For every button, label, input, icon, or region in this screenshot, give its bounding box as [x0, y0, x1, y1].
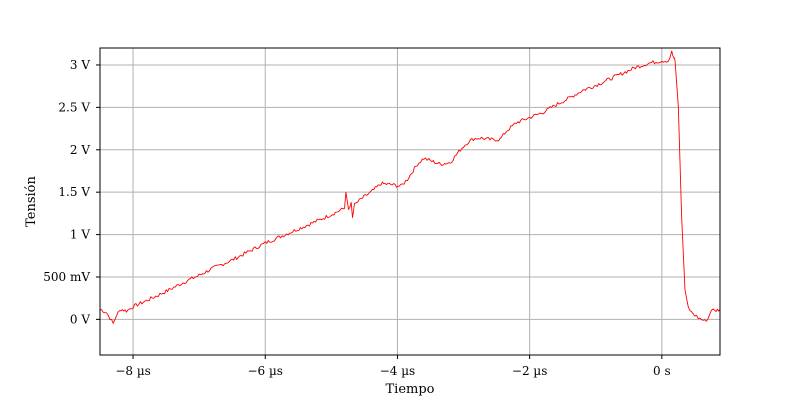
axis-ticks: −8 µs −6 µs −4 µs −2 µs 0 s 0 V 500 mV 1 V 1.5 V…	[43, 58, 670, 378]
grid-lines	[100, 48, 720, 355]
x-tick-label: −2 µs	[512, 364, 547, 378]
y-tick-label: 3 V	[70, 58, 90, 72]
y-tick-label: 2.5 V	[58, 100, 90, 114]
series-layer	[99, 50, 721, 324]
y-tick-label: 1 V	[70, 228, 90, 242]
x-tick-label: −6 µs	[248, 364, 283, 378]
x-axis-label: Tiempo	[386, 382, 435, 397]
y-tick-label: 2 V	[70, 143, 90, 157]
y-tick-label: 1.5 V	[58, 185, 90, 199]
y-axis-label: Tensión	[24, 175, 39, 226]
x-tick-label: 0 s	[653, 364, 671, 378]
x-tick-label: −4 µs	[380, 364, 415, 378]
voltage-trace	[99, 50, 721, 324]
x-tick-label: −8 µs	[115, 364, 150, 378]
y-tick-label: 500 mV	[43, 270, 90, 284]
y-tick-label: 0 V	[70, 312, 90, 326]
plot-frame	[99, 47, 721, 356]
